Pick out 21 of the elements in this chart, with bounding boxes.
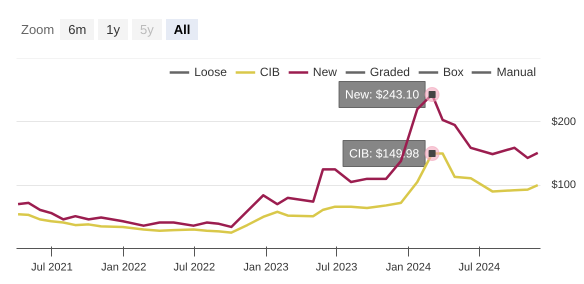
legend-label: Loose (194, 65, 227, 79)
x-tick-label: Jan 2022 (101, 262, 146, 274)
x-tick-label: Jul 2023 (316, 262, 358, 274)
text: Zoom (21, 22, 54, 37)
legend-label: Manual (496, 65, 536, 79)
x-tick-label: Jan 2023 (243, 262, 289, 274)
legend-label: Graded (370, 65, 410, 79)
legend-label: Box (442, 65, 464, 79)
text: All (166, 19, 198, 40)
x-tick-label: Jul 2024 (458, 262, 500, 274)
text: 5y (132, 19, 162, 40)
x-tick-label: Jan 2024 (386, 262, 431, 274)
x-tick-label: Jul 2022 (173, 262, 216, 274)
text: 1y (98, 19, 128, 40)
annotation: New: $243.10 (345, 88, 420, 102)
x-tick-label: Jul 2021 (31, 262, 73, 274)
y-tick-label: $200 (552, 116, 576, 128)
text: 6m (60, 19, 94, 40)
legend-label: New (312, 65, 337, 79)
legend-label: CIB (260, 65, 280, 79)
y-tick-label: $100 (552, 179, 576, 192)
